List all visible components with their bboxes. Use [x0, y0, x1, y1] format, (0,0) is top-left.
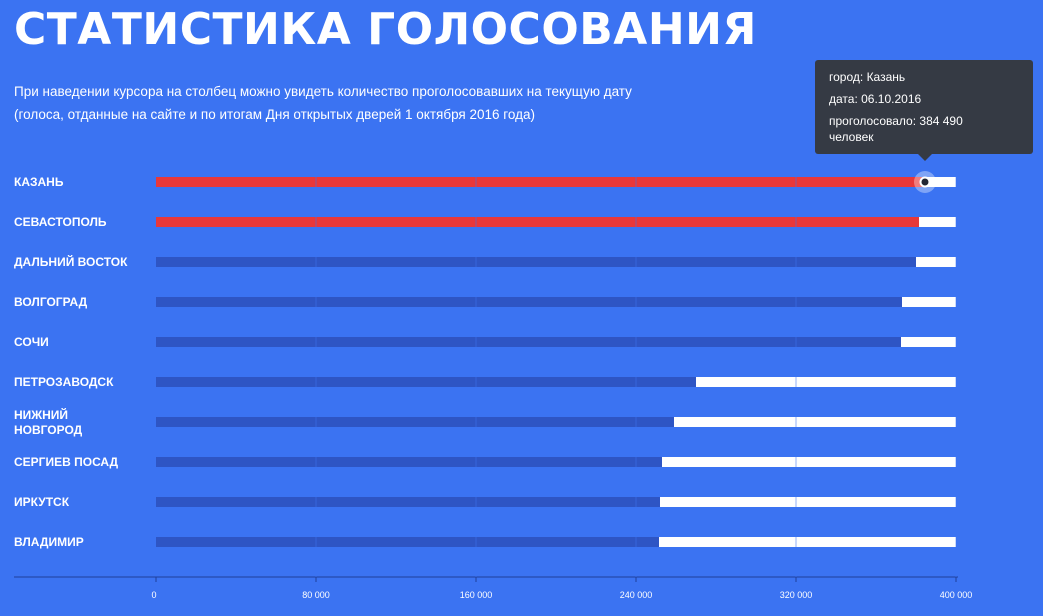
bar[interactable] [156, 417, 674, 427]
category-label: ИРКУТСК [14, 495, 70, 509]
page-subtitle: При наведении курсора на столбец можно у… [14, 80, 734, 126]
category-label: НИЖНИЙ НОВГОРОД [14, 407, 83, 437]
category-label: ПЕТРОЗАВОДСК [14, 375, 114, 389]
category-label: СЕВАСТОПОЛЬ [14, 215, 107, 229]
bar[interactable] [156, 457, 662, 467]
bar[interactable] [156, 217, 919, 227]
category-label-line: НОВГОРОД [14, 423, 83, 437]
tooltip-votes-value: 384 490 [919, 114, 963, 128]
page-title: СТАТИСТИКА ГОЛОСОВАНИЯ [14, 4, 757, 55]
bar[interactable] [156, 337, 901, 347]
tooltip-city-row: город: Казань [829, 68, 1019, 86]
bar-tooltip: город: Казань дата: 06.10.2016 проголосо… [815, 60, 1033, 161]
subtitle-line-2: (голоса, отданные на сайте и по итогам Д… [14, 107, 535, 122]
tooltip-votes-label: проголосовало: [829, 114, 917, 128]
bar[interactable] [156, 177, 925, 187]
tooltip-city-label: город: [829, 70, 864, 84]
tick-label: 80 000 [302, 590, 330, 600]
tooltip-city-value: Казань [866, 70, 906, 84]
tooltip-date-value: 06.10.2016 [861, 92, 922, 106]
tooltip-unit: человек [829, 130, 874, 144]
category-label: ВЛАДИМИР [14, 535, 84, 549]
bar[interactable] [156, 257, 916, 267]
category-label: СЕРГИЕВ ПОСАД [14, 455, 119, 469]
hover-marker-dot [921, 178, 929, 186]
tick-label: 240 000 [620, 590, 653, 600]
category-label-line: НИЖНИЙ [14, 407, 68, 422]
subtitle-line-1: При наведении курсора на столбец можно у… [14, 84, 632, 99]
category-label: ДАЛЬНИЙ ВОСТОК [14, 254, 128, 269]
tooltip-votes-row: проголосовало: 384 490 [829, 112, 1019, 130]
category-label: СОЧИ [14, 335, 49, 349]
category-label: ВОЛГОГРАД [14, 295, 88, 309]
bar[interactable] [156, 497, 660, 507]
tooltip-date-row: дата: 06.10.2016 [829, 90, 1019, 108]
category-label: КАЗАНЬ [14, 175, 64, 189]
tick-label: 400 000 [940, 590, 973, 600]
bar[interactable] [156, 297, 902, 307]
tick-label: 320 000 [780, 590, 813, 600]
tick-label: 160 000 [460, 590, 493, 600]
tick-label: 0 [151, 590, 156, 600]
bar[interactable] [156, 537, 659, 547]
bar[interactable] [156, 377, 696, 387]
tooltip-date-label: дата: [829, 92, 858, 106]
